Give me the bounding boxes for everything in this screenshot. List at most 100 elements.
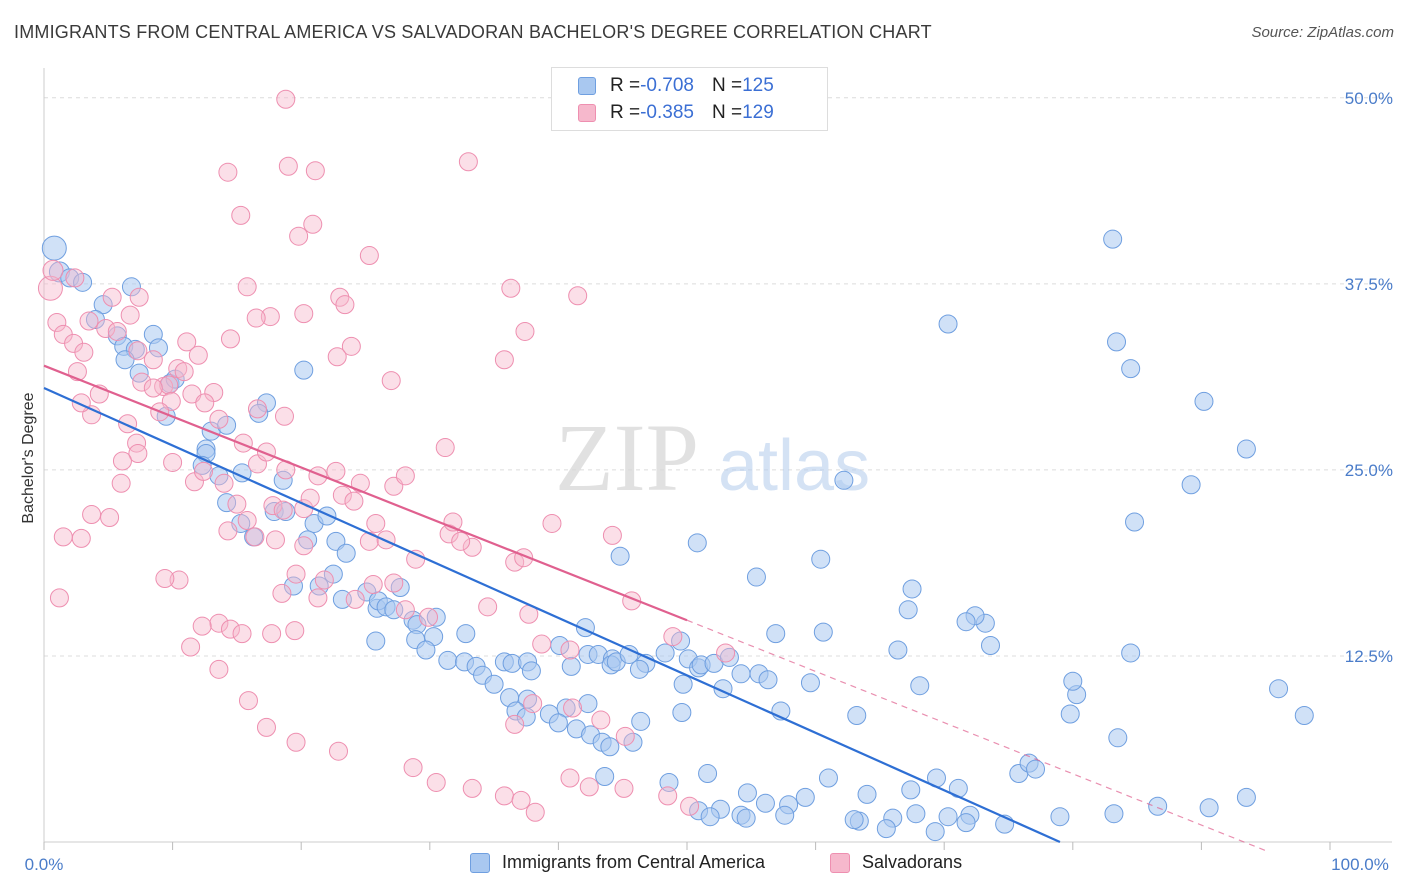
trend-lines — [43, 364, 1266, 852]
point-central-america — [1121, 359, 1141, 379]
point-salvadoran — [74, 342, 94, 362]
point-salvadoran — [82, 505, 102, 525]
point-salvadoran — [132, 372, 152, 392]
point-salvadoran — [169, 570, 189, 590]
point-salvadoran — [111, 473, 131, 493]
legend-swatch-blue — [578, 77, 596, 95]
point-central-america — [698, 764, 718, 784]
point-central-america — [366, 631, 386, 651]
point-salvadoran — [209, 409, 229, 429]
point-salvadoran — [238, 691, 258, 711]
point-central-america — [1121, 643, 1141, 663]
point-central-america — [121, 277, 141, 297]
tick-labels: 12.5% 25.0% 37.5% 50.0% 0.0% 100.0% — [25, 89, 1393, 874]
point-salvadoran — [218, 521, 238, 541]
point-salvadoran — [568, 286, 588, 306]
point-salvadoran — [345, 589, 365, 609]
point-central-america — [1194, 391, 1214, 411]
point-salvadoran — [214, 473, 234, 493]
point-central-america — [700, 807, 720, 827]
legend-item-central-america: Immigrants from Central America — [470, 852, 765, 873]
point-salvadoran — [435, 438, 455, 458]
point-salvadoran — [403, 758, 423, 778]
point-central-america — [956, 612, 976, 632]
point-salvadoran — [381, 371, 401, 391]
point-salvadoran — [289, 226, 309, 246]
data-points — [37, 89, 1314, 842]
point-salvadoran — [384, 573, 404, 593]
point-central-america — [1269, 679, 1289, 699]
point-salvadoran — [233, 433, 253, 453]
point-salvadoran — [451, 531, 471, 551]
point-central-america — [795, 787, 815, 807]
point-salvadoran — [37, 275, 63, 301]
point-salvadoran — [532, 634, 552, 654]
point-central-america — [844, 810, 864, 830]
point-central-america — [484, 674, 504, 694]
point-salvadoran — [47, 313, 67, 333]
point-salvadoran — [579, 777, 599, 797]
point-salvadoran — [285, 621, 305, 641]
point-salvadoran — [220, 619, 240, 639]
point-salvadoran — [195, 393, 215, 413]
point-central-america — [898, 600, 918, 620]
point-central-america — [456, 624, 476, 644]
point-salvadoran — [273, 500, 293, 520]
point-central-america — [847, 705, 867, 725]
point-central-america — [323, 564, 343, 584]
point-salvadoran — [100, 508, 120, 528]
point-salvadoran — [237, 277, 257, 297]
point-salvadoran — [129, 287, 149, 307]
point-central-america — [1148, 796, 1168, 816]
point-salvadoran — [286, 732, 306, 752]
point-central-america — [1060, 704, 1080, 724]
point-central-america — [1294, 705, 1314, 725]
point-salvadoran — [462, 778, 482, 798]
point-salvadoran — [350, 473, 370, 493]
point-salvadoran — [462, 537, 482, 557]
legend-r-value: -0.385 — [640, 102, 694, 123]
point-salvadoran — [494, 786, 514, 806]
point-salvadoran — [218, 162, 238, 182]
y-tick-label: 12.5% — [1345, 647, 1393, 666]
point-salvadoran — [79, 311, 99, 331]
point-salvadoran — [263, 496, 283, 516]
point-central-america — [1125, 512, 1145, 532]
point-salvadoran — [53, 527, 73, 547]
point-salvadoran — [246, 308, 266, 328]
point-central-america — [673, 674, 693, 694]
point-central-america — [217, 493, 237, 513]
y-tick-label: 37.5% — [1345, 275, 1393, 294]
point-central-america — [906, 804, 926, 824]
point-salvadoran — [42, 259, 64, 281]
point-central-america — [1236, 439, 1256, 459]
point-central-america — [595, 767, 615, 787]
point-salvadoran — [128, 341, 148, 361]
point-salvadoran — [395, 600, 415, 620]
point-salvadoran — [193, 461, 213, 481]
point-salvadoran — [395, 466, 415, 486]
point-salvadoran — [303, 214, 323, 234]
point-salvadoran — [143, 378, 163, 398]
point-salvadoran — [107, 321, 127, 341]
point-salvadoran — [155, 569, 175, 589]
point-salvadoran — [523, 694, 543, 714]
point-salvadoran — [272, 583, 292, 603]
point-central-america — [956, 813, 976, 833]
point-central-america — [629, 659, 649, 679]
legend-r-label: R = — [610, 102, 641, 123]
point-salvadoran — [127, 433, 147, 453]
point-salvadoran — [563, 698, 583, 718]
point-central-america — [600, 737, 620, 757]
point-salvadoran — [278, 156, 298, 176]
chart-title: IMMIGRANTS FROM CENTRAL AMERICA VS SALVA… — [14, 22, 932, 42]
legend-n-value: 129 — [742, 102, 774, 123]
point-central-america — [800, 673, 820, 693]
point-salvadoran — [177, 332, 197, 352]
point-central-america — [925, 822, 945, 842]
point-central-america — [298, 530, 318, 550]
correlation-legend: R = -0.708 N = 125 R = -0.385 N = 129 — [551, 67, 828, 131]
legend-item-salvadorans: Salvadorans — [830, 852, 962, 873]
point-central-america — [746, 567, 766, 587]
point-central-america — [1063, 671, 1083, 691]
